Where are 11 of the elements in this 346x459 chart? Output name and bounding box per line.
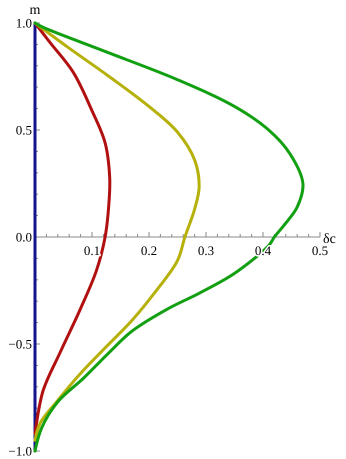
y-tick-label: 0.0 [16,230,32,244]
x-tick-label: 0.3 [198,243,214,258]
y-tick-label: −1.0 [8,444,32,458]
line-series [34,22,304,452]
y-tick-label: −0.5 [8,336,32,352]
y-tick-label: 0.5 [16,122,32,138]
line-series [34,22,112,436]
y-tick-label: 1.0 [16,16,32,30]
y-axis-title: m [30,3,41,18]
x-tick-label: 0.2 [140,243,158,258]
x-tick-label: 0.1 [84,243,100,258]
